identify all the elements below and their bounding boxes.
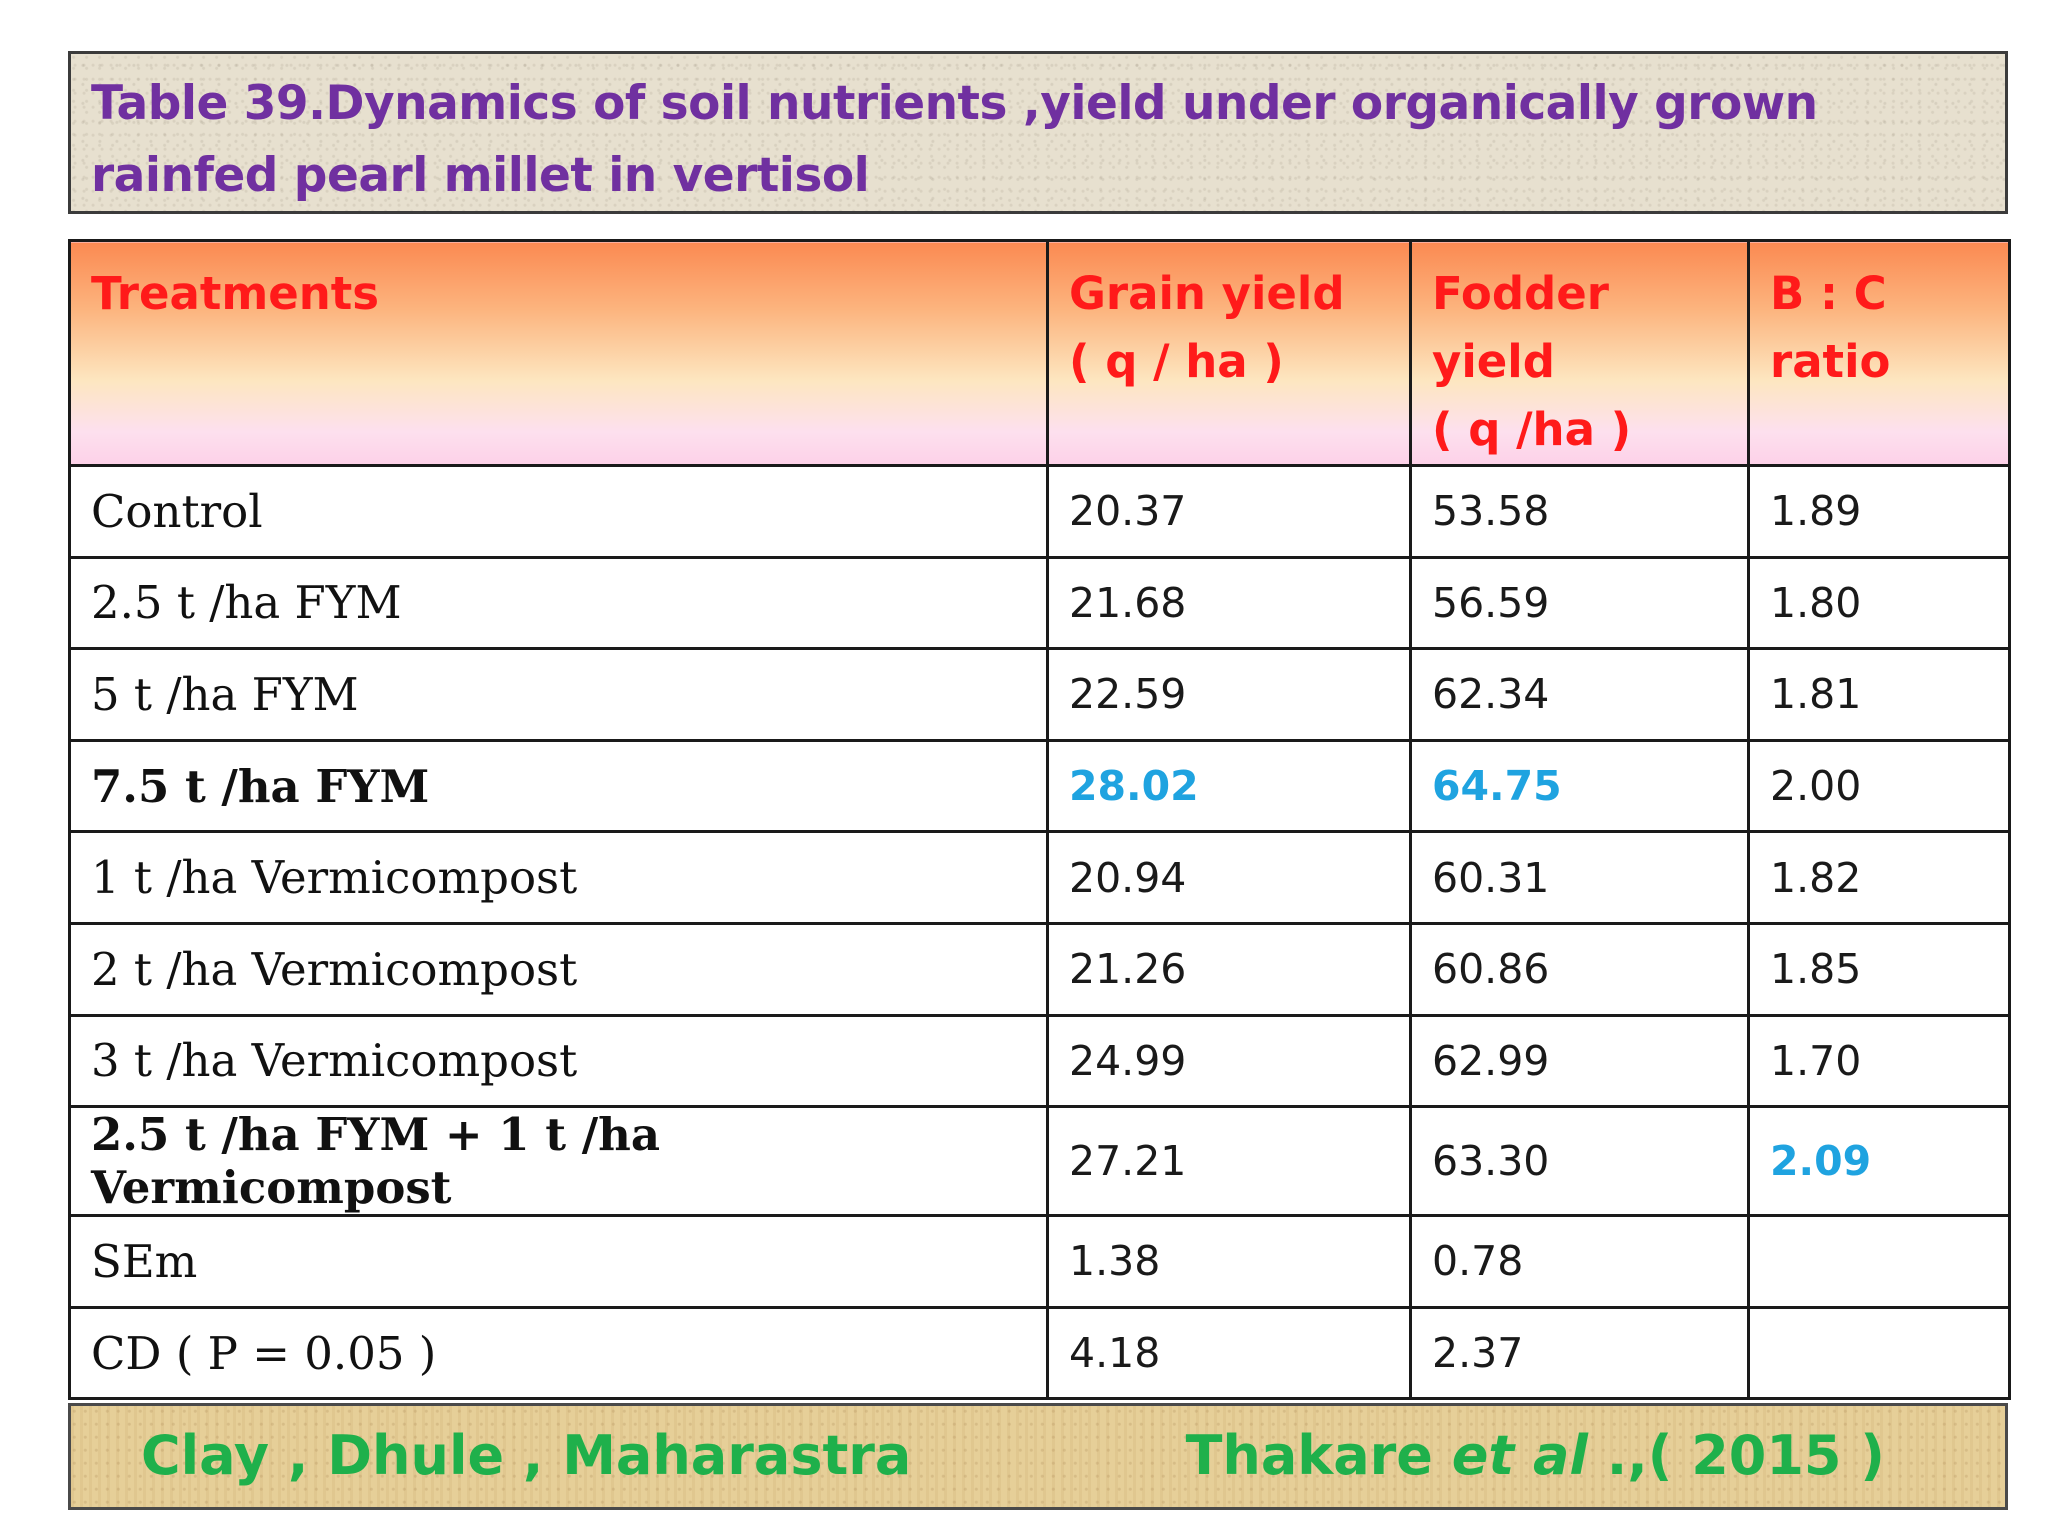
fodder-yield-cell-highlight: 64.75 — [1409, 738, 1750, 834]
grain-yield-cell: 20.37 — [1046, 464, 1412, 559]
citation-author: Thakare — [1185, 1424, 1452, 1487]
footer-box: Clay , Dhule , Maharastra Thakare et al … — [68, 1403, 2008, 1510]
grain-yield-cell: 20.94 — [1046, 830, 1412, 925]
table-row: 5 t /ha FYM 22.59 62.34 1.81 — [68, 647, 2011, 742]
fodder-yield-cell: 62.99 — [1409, 1013, 1750, 1109]
table-title: Table 39.Dynamics of soil nutrients ,yie… — [91, 76, 1818, 203]
citation-year: .,( 2015 ) — [1587, 1424, 1885, 1487]
header-bc-ratio-label: B : C — [1770, 267, 1887, 320]
treatment-cell: 3 t /ha Vermicompost — [68, 1013, 1049, 1109]
fodder-yield-cell: 53.58 — [1409, 464, 1750, 559]
treatment-cell: 2.5 t /ha FYM + 1 t /ha Vermicompost — [68, 1105, 1049, 1218]
footer-location: Clay , Dhule , Maharastra — [141, 1424, 912, 1487]
bc-ratio-cell: 2.00 — [1747, 738, 2011, 834]
header-grain-yield-unit: ( q / ha ) — [1069, 335, 1284, 388]
fodder-yield-cell: 62.34 — [1409, 647, 1750, 742]
table-row: 7.5 t /ha FYM 28.02 64.75 2.00 — [68, 738, 2011, 834]
treatment-cell: 7.5 t /ha FYM — [68, 738, 1049, 834]
header-bc-ratio: B : C ratio — [1747, 239, 2011, 467]
bc-ratio-cell-highlight: 2.09 — [1747, 1105, 2011, 1218]
data-table: Treatments Grain yield ( q / ha ) Fodder… — [68, 239, 2011, 1401]
bc-ratio-cell — [1747, 1305, 2011, 1401]
header-grain-yield: Grain yield ( q / ha ) — [1046, 239, 1412, 467]
treatment-cell: Control — [68, 464, 1049, 559]
bc-ratio-cell: 1.81 — [1747, 647, 2011, 742]
grain-yield-cell-highlight: 28.02 — [1046, 738, 1412, 834]
treatment-cell: CD ( P = 0.05 ) — [68, 1305, 1049, 1401]
bc-ratio-cell: 1.89 — [1747, 464, 2011, 559]
table-row: 2.5 t /ha FYM + 1 t /ha Vermicompost 27.… — [68, 1105, 2011, 1218]
grain-yield-cell: 4.18 — [1046, 1305, 1412, 1401]
title-box: Table 39.Dynamics of soil nutrients ,yie… — [68, 51, 2008, 214]
header-fodder-yield: Fodder yield ( q /ha ) — [1409, 239, 1750, 467]
header-grain-yield-label: Grain yield — [1069, 267, 1345, 320]
fodder-yield-cell: 60.31 — [1409, 830, 1750, 925]
header-bc-ratio-unit: ratio — [1770, 335, 1891, 388]
bc-ratio-cell: 1.70 — [1747, 1013, 2011, 1109]
table-row: 2 t /ha Vermicompost 21.26 60.86 1.85 — [68, 921, 2011, 1017]
treatment-cell: SEm — [68, 1214, 1049, 1309]
fodder-yield-cell: 63.30 — [1409, 1105, 1750, 1218]
grain-yield-cell: 21.68 — [1046, 555, 1412, 651]
header-fodder-yield-unit: ( q /ha ) — [1432, 403, 1632, 456]
fodder-yield-cell: 56.59 — [1409, 555, 1750, 651]
grain-yield-cell: 27.21 — [1046, 1105, 1412, 1218]
fodder-yield-cell: 0.78 — [1409, 1214, 1750, 1309]
treatment-cell: 2.5 t /ha FYM — [68, 555, 1049, 651]
footer-citation: Thakare et al .,( 2015 ) — [1186, 1424, 1885, 1487]
bc-ratio-cell — [1747, 1214, 2011, 1309]
header-treatments: Treatments — [68, 239, 1049, 467]
grain-yield-cell: 24.99 — [1046, 1013, 1412, 1109]
grain-yield-cell: 21.26 — [1046, 921, 1412, 1017]
treatment-cell: 2 t /ha Vermicompost — [68, 921, 1049, 1017]
bc-ratio-cell: 1.80 — [1747, 555, 2011, 651]
grain-yield-cell: 1.38 — [1046, 1214, 1412, 1309]
bc-ratio-cell: 1.85 — [1747, 921, 2011, 1017]
treatment-cell: 1 t /ha Vermicompost — [68, 830, 1049, 925]
header-treatments-label: Treatments — [91, 267, 380, 320]
table-row: SEm 1.38 0.78 — [68, 1214, 2011, 1309]
citation-etal: et al — [1451, 1424, 1588, 1487]
table-row: 2.5 t /ha FYM 21.68 56.59 1.80 — [68, 555, 2011, 651]
treatment-cell: 5 t /ha FYM — [68, 647, 1049, 742]
fodder-yield-cell: 2.37 — [1409, 1305, 1750, 1401]
table-row: CD ( P = 0.05 ) 4.18 2.37 — [68, 1305, 2011, 1401]
grain-yield-cell: 22.59 — [1046, 647, 1412, 742]
header-row: Treatments Grain yield ( q / ha ) Fodder… — [68, 239, 2011, 467]
table-row: 1 t /ha Vermicompost 20.94 60.31 1.82 — [68, 830, 2011, 925]
bc-ratio-cell: 1.82 — [1747, 830, 2011, 925]
table-row: 3 t /ha Vermicompost 24.99 62.99 1.70 — [68, 1013, 2011, 1109]
table-row: Control 20.37 53.58 1.89 — [68, 464, 2011, 559]
fodder-yield-cell: 60.86 — [1409, 921, 1750, 1017]
header-fodder-yield-label: Fodder yield — [1432, 267, 1609, 388]
